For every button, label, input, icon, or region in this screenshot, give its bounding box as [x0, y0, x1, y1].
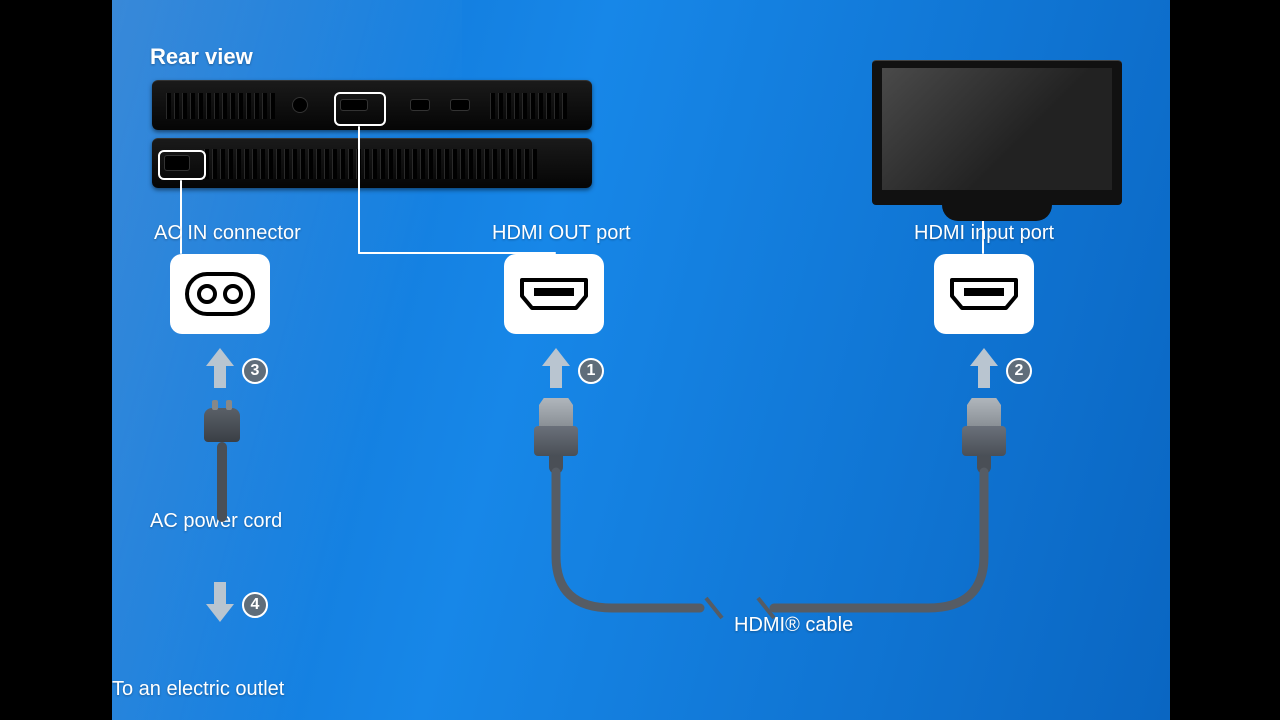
label-ac-in: AC IN connector	[154, 222, 301, 245]
arrow-step-2	[970, 348, 998, 388]
callout-hdmi-on-console	[334, 92, 386, 126]
tv-icon	[872, 60, 1122, 220]
badge-step-2: 2	[1006, 358, 1032, 384]
arrow-step-1	[542, 348, 570, 388]
arrow-step-3	[206, 348, 234, 388]
callout-ac-on-console	[158, 150, 206, 180]
ac-port-icon	[170, 254, 270, 334]
hdmi-plug-1-icon	[534, 398, 578, 474]
hdmi-in-port-icon	[934, 254, 1034, 334]
hdmi-plug-2-icon	[962, 398, 1006, 474]
badge-step-3: 3	[242, 358, 268, 384]
hdmi-out-port-icon	[504, 254, 604, 334]
badge-step-4: 4	[242, 592, 268, 618]
title-rear-view: Rear view	[150, 44, 253, 70]
power-plug-icon	[200, 408, 244, 522]
label-hdmi-in: HDMI input port	[914, 222, 1054, 245]
label-hdmi-out: HDMI OUT port	[492, 222, 631, 245]
badge-step-1: 1	[578, 358, 604, 384]
diagram-stage: Rear view	[112, 0, 1170, 720]
label-outlet: To an electric outlet	[112, 678, 284, 701]
label-hdmi-cable: HDMI® cable	[734, 614, 853, 637]
arrow-step-4	[206, 582, 234, 622]
line	[358, 126, 360, 254]
